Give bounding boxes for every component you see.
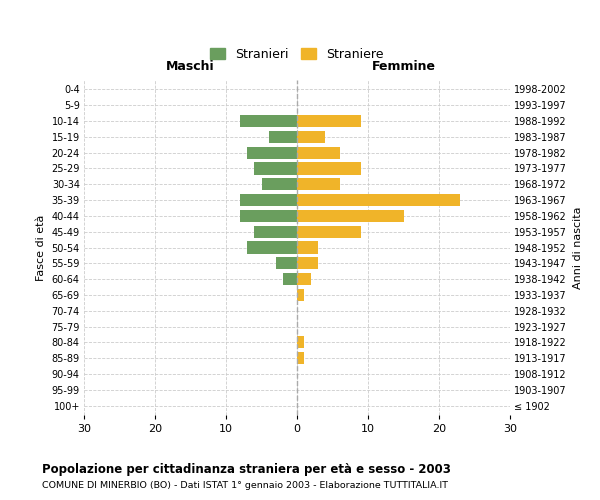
Bar [297,115,361,127]
Bar [297,288,304,301]
Text: COMUNE DI MINERBIO (BO) - Dati ISTAT 1° gennaio 2003 - Elaborazione TUTTITALIA.I: COMUNE DI MINERBIO (BO) - Dati ISTAT 1° … [42,481,448,490]
Y-axis label: Fasce di età: Fasce di età [36,214,46,280]
Bar [247,146,297,159]
Bar [283,273,297,285]
Bar [297,336,304,348]
Text: Maschi: Maschi [166,60,215,74]
Bar [297,242,319,254]
Bar [297,178,340,190]
Bar [240,210,297,222]
Bar [269,130,297,143]
Bar [240,194,297,206]
Bar [297,257,319,270]
Bar [254,162,297,174]
Text: Popolazione per cittadinanza straniera per età e sesso - 2003: Popolazione per cittadinanza straniera p… [42,462,451,475]
Bar [297,146,340,159]
Bar [297,194,460,206]
Bar [297,210,404,222]
Bar [276,257,297,270]
Bar [254,226,297,238]
Text: Femmine: Femmine [371,60,436,74]
Bar [297,273,311,285]
Bar [262,178,297,190]
Y-axis label: Anni di nascita: Anni di nascita [572,206,583,289]
Legend: Stranieri, Straniere: Stranieri, Straniere [205,42,389,66]
Bar [247,242,297,254]
Bar [297,226,361,238]
Bar [297,162,361,174]
Bar [297,130,325,143]
Bar [240,115,297,127]
Bar [297,352,304,364]
